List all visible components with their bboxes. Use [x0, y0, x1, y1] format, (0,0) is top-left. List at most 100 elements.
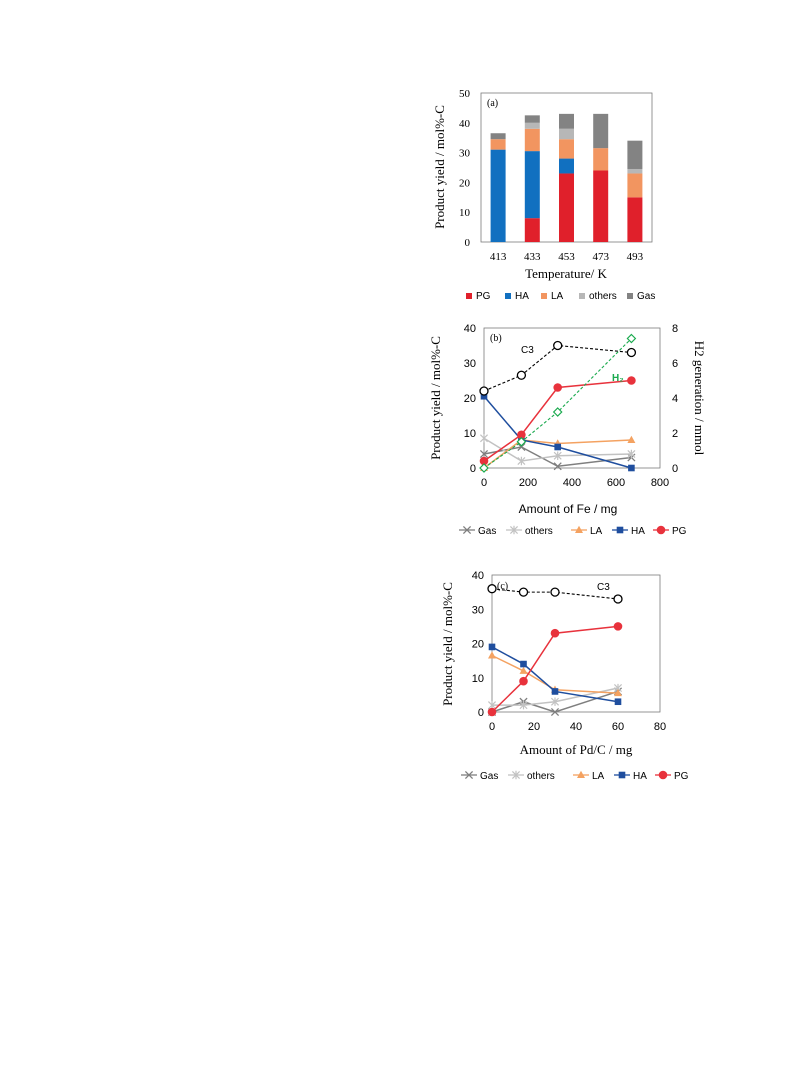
chart-c-legend-marker-la	[577, 770, 585, 778]
chart-b-annotation-h2: H₂	[612, 373, 624, 384]
chart-a-legend: PG HA LA others Gas	[466, 291, 655, 302]
chart-c-legend-label-la: LA	[592, 771, 605, 782]
chart-c-panel-label: (c)	[497, 581, 508, 592]
chart-c-point-c3	[613, 594, 623, 604]
chart-b-legend-label-pg: PG	[672, 526, 687, 537]
chart-c-line-pg	[491, 625, 619, 713]
chart-b-legend-marker-ha	[616, 526, 624, 534]
chart-b-y2-tick-label: 2	[672, 428, 678, 440]
chart-b-point-c3	[516, 370, 527, 380]
chart-c-legend-marker-pg	[658, 770, 668, 780]
chart-a-bar-others	[627, 168, 643, 174]
chart-b-line-c3	[483, 344, 632, 392]
chart-b-point-c3	[626, 347, 637, 358]
chart-a-panel-label: (a)	[487, 98, 498, 109]
chart-c-point-ha	[488, 643, 496, 651]
chart-b-point-others	[479, 434, 489, 443]
chart-b-line-h	[483, 338, 632, 469]
chart-b-line-pg	[483, 379, 632, 462]
chart-b-line-others	[483, 437, 632, 462]
chart-a-legend-label-gas: Gas	[637, 291, 655, 302]
chart-b-point-c3	[553, 340, 563, 351]
chart-a-y-tick-label: 10	[459, 207, 471, 219]
chart-a-x-tick-label: 433	[524, 251, 541, 263]
chart-c-point-c3	[518, 587, 529, 597]
chart-b-legend: Gas others LA HA PG	[459, 525, 687, 537]
chart-c-point-c3	[550, 587, 560, 597]
chart-b-point-h	[479, 463, 489, 473]
chart-c-x-tick-label: 0	[489, 721, 495, 733]
chart-a-y-axis-label: Product yield / mol%-C	[432, 105, 447, 229]
chart-b-point-h	[626, 333, 637, 344]
chart-b-point-others	[553, 451, 562, 460]
chart-a-y-ticks: 0 10 20 30 40 50	[459, 88, 471, 249]
chart-b-point-gas	[553, 462, 562, 471]
chart-b-panel-label: (b)	[490, 333, 502, 344]
chart-b-y-tick-label: 20	[464, 393, 476, 405]
chart-b-point-pg	[553, 383, 563, 392]
chart-b-y-ticks: 0 10 20 30 40	[464, 323, 476, 475]
chart-a-bar-ha	[559, 158, 574, 174]
chart-b-point-pg	[627, 376, 636, 385]
chart-c-point-ha	[551, 688, 559, 695]
chart-c-x-tick-label: 80	[654, 721, 666, 733]
chart-a-legend-swatch-others	[579, 293, 585, 299]
chart-a-y-tick-label: 40	[459, 118, 471, 130]
chart-a-legend-swatch-la	[541, 293, 547, 299]
chart-b-point-la	[627, 435, 636, 443]
chart-c-y-tick-label: 20	[472, 639, 484, 651]
chart-c-plot-frame	[491, 574, 661, 713]
chart-a-bar-gas	[524, 115, 540, 123]
chart-b-y-tick-label: 0	[470, 463, 476, 475]
chart-c-x-tick-label: 40	[570, 721, 582, 733]
chart-b-point-gas	[479, 449, 489, 459]
chart-b-y2-ticks: 0 2 4 6 8	[672, 323, 678, 475]
chart-a-y-tick-label: 20	[459, 177, 471, 189]
chart-c-point-pg	[487, 707, 497, 717]
chart-b-legend-marker-la	[575, 525, 583, 533]
chart-c-line-ha	[491, 646, 619, 703]
chart-c-point-others	[550, 697, 560, 706]
chart-b-x-ticks: 0 200 400 600 800	[481, 477, 669, 489]
chart-c-y-tick-label: 30	[472, 604, 484, 616]
chart-a-bar-ha	[524, 151, 540, 219]
chart-b-point-ha	[554, 443, 561, 451]
chart-b-line-ha	[483, 395, 632, 469]
chart-a-legend-swatch-ha	[505, 293, 511, 299]
chart-c-point-others	[519, 700, 528, 710]
chart-a-x-tick-label: 473	[592, 251, 609, 263]
chart-b-y2-tick-label: 0	[672, 463, 678, 475]
chart-b-x-axis-label: Amount of Fe / mg	[519, 502, 618, 516]
chart-c-legend-label-gas: Gas	[480, 771, 498, 782]
chart-b-point-c3	[479, 386, 489, 396]
chart-c-point-la	[519, 666, 528, 674]
chart-c-y-tick-label: 40	[472, 570, 484, 582]
chart-c-legend-label-pg: PG	[674, 771, 689, 782]
chart-c-line-gas	[491, 690, 619, 713]
chart-a-legend-swatch-pg	[466, 293, 472, 299]
chart-a-bar-la	[559, 139, 574, 159]
chart-b-series	[479, 333, 637, 473]
chart-a-bar-pg	[524, 218, 540, 242]
chart-a-bars	[490, 113, 643, 242]
chart-c-y-tick-label: 10	[472, 673, 484, 685]
chart-c-series	[487, 584, 623, 717]
chart-b-legend-label-others: others	[525, 526, 553, 537]
chart-b-y-axis-label: Product yield / mol%-C	[428, 336, 443, 460]
chart-a-bar-pg	[559, 173, 574, 242]
chart-a-legend-label-pg: PG	[476, 291, 491, 302]
chart-a-x-ticks: 413 433 453 473 493	[490, 251, 644, 263]
chart-a-bar-ha	[490, 149, 506, 242]
chart-c-legend-label-ha: HA	[633, 771, 647, 782]
chart-b-point-h	[552, 407, 563, 417]
chart-a-bar-others	[559, 128, 574, 140]
chart-a-y-tick-label: 50	[459, 88, 471, 100]
chart-b-point-others	[627, 449, 636, 459]
chart-c-x-tick-label: 20	[528, 721, 540, 733]
chart-a-legend-label-ha: HA	[515, 291, 529, 302]
chart-a-bar-la	[490, 139, 506, 150]
chart-c-x-axis-label: Amount of Pd/C / mg	[520, 742, 633, 757]
chart-c-line-others	[492, 687, 619, 706]
chart-a-bar-gas	[593, 113, 609, 149]
